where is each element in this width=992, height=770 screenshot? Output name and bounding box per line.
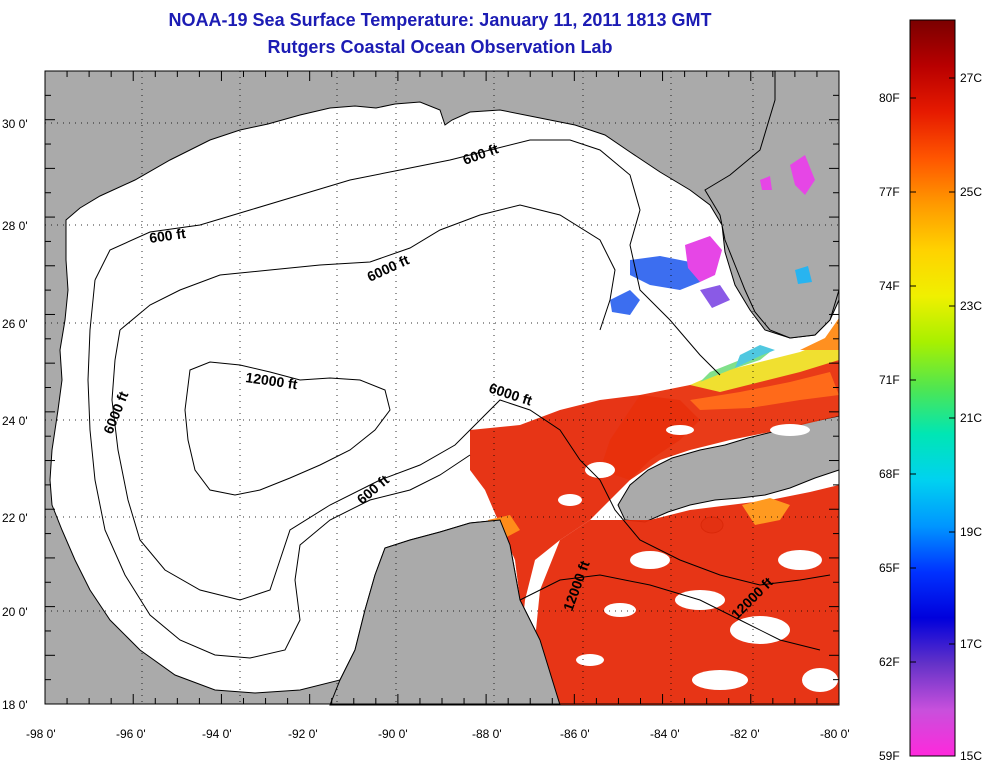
- lat-label: 26 0': [2, 317, 28, 331]
- lat-label: 22 0': [2, 511, 28, 525]
- colorbar-f-label: 65F: [879, 561, 900, 575]
- lon-label: -80 0': [820, 727, 850, 741]
- colorbar-f-label: 59F: [879, 749, 900, 763]
- lat-label: 18 0': [2, 698, 28, 712]
- colorbar-f-label: 77F: [879, 185, 900, 199]
- lon-label: -82 0': [730, 727, 760, 741]
- lon-label: -84 0': [650, 727, 680, 741]
- colorbar-f-label: 80F: [879, 91, 900, 105]
- colorbar-fahrenheit-labels: 80F 77F 74F 71F 68F 65F 62F 59F: [879, 91, 900, 763]
- colorbar-f-label: 62F: [879, 655, 900, 669]
- lon-label: -90 0': [378, 727, 408, 741]
- colorbar-c-label: 15C: [960, 749, 982, 763]
- lat-label: 20 0': [2, 605, 28, 619]
- lat-label: 30 0': [2, 117, 28, 131]
- graticule: [45, 71, 839, 704]
- lon-label: -92 0': [288, 727, 318, 741]
- axis-ticks: [44, 70, 840, 705]
- map-title: NOAA-19 Sea Surface Temperature: January…: [168, 10, 712, 30]
- latitude-labels: 30 0' 28 0' 26 0' 24 0' 22 0' 20 0' 18 0…: [2, 117, 28, 712]
- lon-label: -96 0': [116, 727, 146, 741]
- lon-label: -86 0': [560, 727, 590, 741]
- lon-label: -98 0': [26, 727, 56, 741]
- colorbar-ticks: [910, 77, 955, 663]
- colorbar-f-label: 74F: [879, 279, 900, 293]
- colorbar-f-label: 71F: [879, 373, 900, 387]
- map-subtitle: Rutgers Coastal Ocean Observation Lab: [267, 37, 613, 57]
- contour-label-12000-center: 12000 ft: [245, 369, 299, 392]
- longitude-labels: -98 0' -96 0' -94 0' -92 0' -90 0' -88 0…: [26, 727, 850, 741]
- contour-label-600-west: 600 ft: [148, 225, 187, 246]
- colorbar: [909, 19, 956, 757]
- lon-label: -88 0': [472, 727, 502, 741]
- colorbar-c-label: 19C: [960, 525, 982, 539]
- sst-cool-patches: [610, 155, 815, 315]
- bathymetry-contours: [87, 139, 831, 659]
- colorbar-c-label: 25C: [960, 185, 982, 199]
- colorbar-celsius-labels: 27C 25C 23C 21C 19C 17C 15C: [960, 71, 982, 763]
- lat-label: 28 0': [2, 219, 28, 233]
- lon-label: -94 0': [202, 727, 232, 741]
- colorbar-f-label: 68F: [879, 467, 900, 481]
- colorbar-c-label: 27C: [960, 71, 982, 85]
- colorbar-c-label: 23C: [960, 299, 982, 313]
- lat-label: 24 0': [2, 414, 28, 428]
- colorbar-c-label: 17C: [960, 637, 982, 651]
- colorbar-c-label: 21C: [960, 411, 982, 425]
